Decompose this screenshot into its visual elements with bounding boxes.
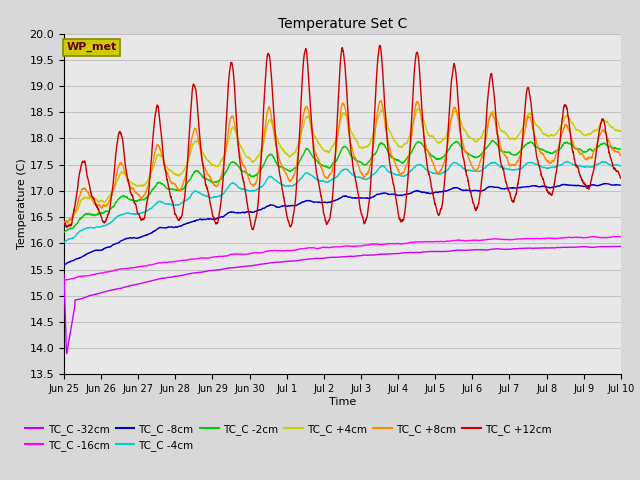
Title: Temperature Set C: Temperature Set C: [278, 17, 407, 31]
Text: WP_met: WP_met: [67, 42, 117, 52]
Legend: TC_C -32cm, TC_C -16cm, TC_C -8cm, TC_C -4cm, TC_C -2cm, TC_C +4cm, TC_C +8cm, T: TC_C -32cm, TC_C -16cm, TC_C -8cm, TC_C …: [25, 424, 552, 451]
X-axis label: Time: Time: [329, 397, 356, 407]
Y-axis label: Temperature (C): Temperature (C): [17, 158, 27, 250]
